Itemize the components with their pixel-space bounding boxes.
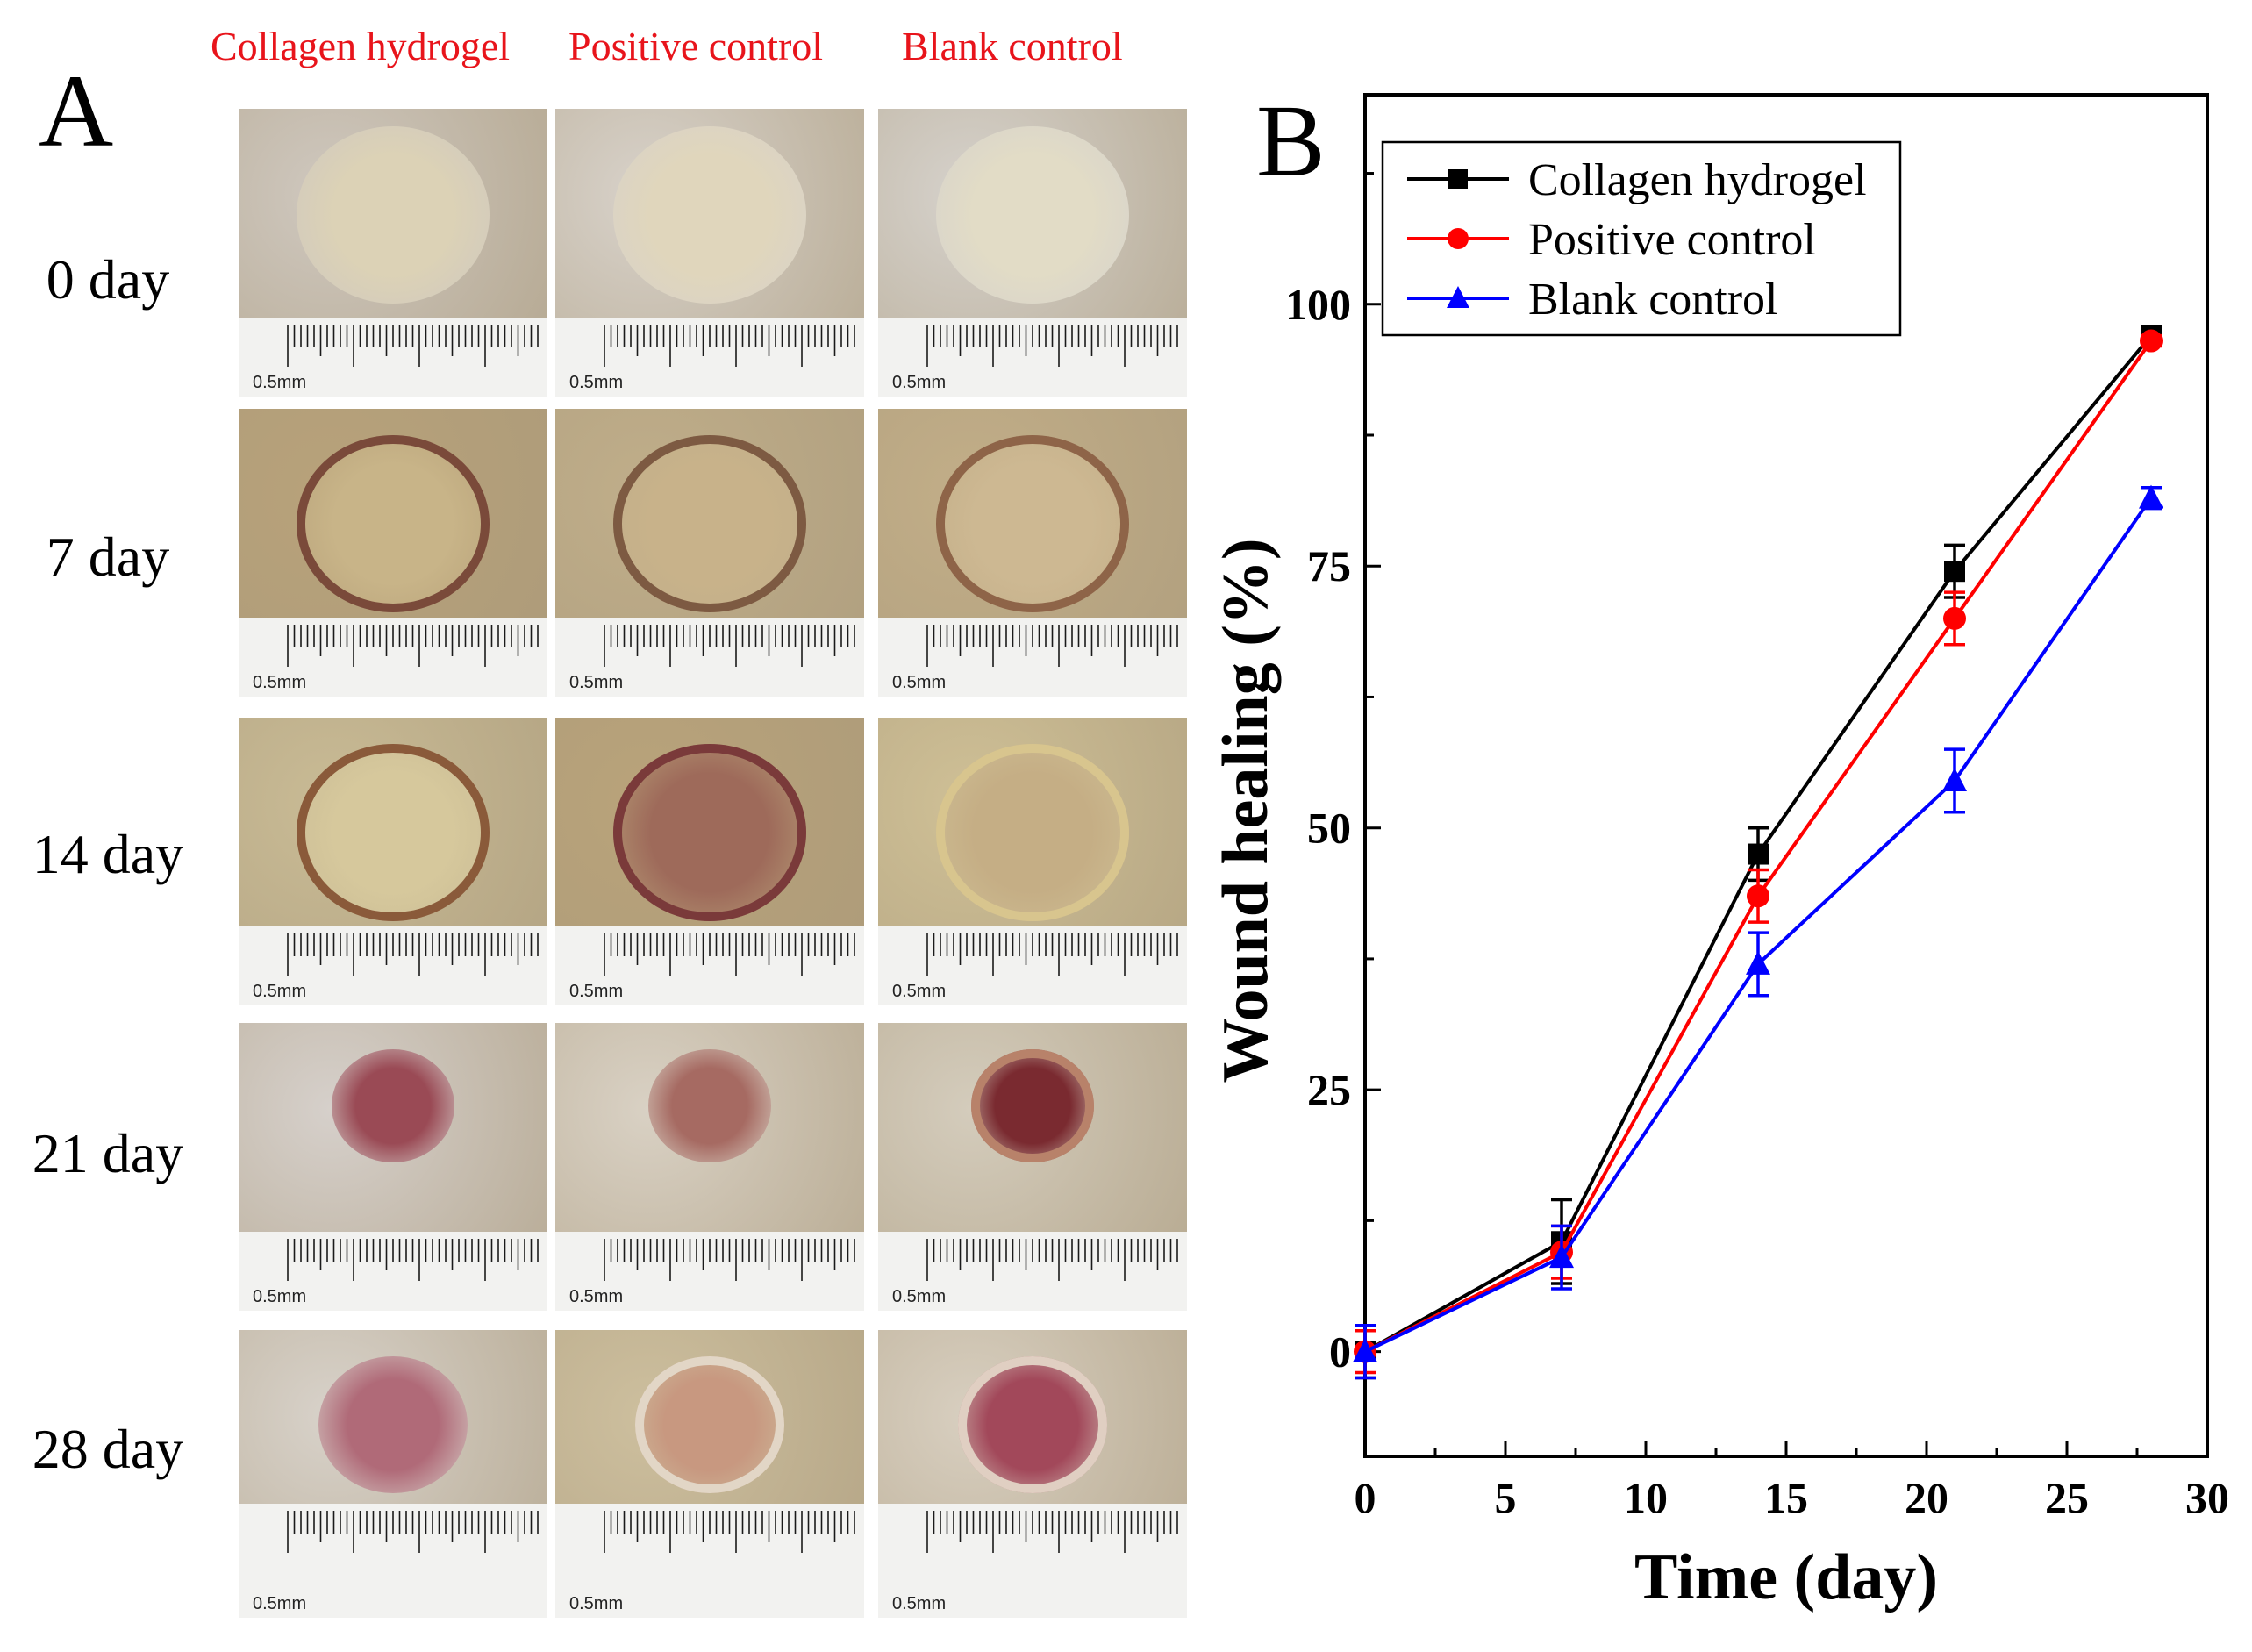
data-point (1748, 843, 1769, 865)
wound-photo: 0.5mm (878, 409, 1187, 697)
wound-photo: 0.5mm (239, 718, 547, 1005)
x-axis-label: Time (day) (1634, 1541, 1938, 1613)
wound-photo: 0.5mm (555, 718, 864, 1005)
wound-area (297, 744, 490, 922)
ruler-scale-label: 0.5mm (892, 673, 947, 692)
ruler-scale-label: 0.5mm (892, 373, 947, 392)
data-point (1353, 1338, 1377, 1362)
column-header-collagen-hydrogel: Collagen hydrogel (211, 24, 511, 68)
wound-photo: 0.5mm (555, 109, 864, 397)
x-tick-label: 25 (2045, 1473, 2089, 1522)
ruler-scale-label: 0.5mm (253, 1287, 307, 1306)
y-tick-label: 100 (1285, 280, 1351, 329)
panel-a-letter: A (39, 54, 114, 168)
legend-layer: Collagen hydrogel Positive control Blank c… (1381, 140, 1902, 337)
legend-item: Collagen hydrogel (1407, 155, 1867, 205)
legend-label: Collagen hydrogel (1528, 155, 1867, 205)
legend-marker (1448, 169, 1468, 189)
legend-item: Positive control (1407, 215, 1816, 265)
x-tick-label: 0 (1355, 1473, 1376, 1522)
wound-photo: 0.5mm (878, 109, 1187, 397)
wound-photo: 0.5mm (555, 1023, 864, 1311)
x-tick-label: 20 (1905, 1473, 1948, 1522)
data-point (1746, 950, 1770, 975)
ruler-scale-label: 0.5mm (253, 373, 307, 392)
y-tick-label: 75 (1307, 541, 1351, 590)
column-header-blank-control: Blank control (902, 24, 1123, 68)
wound-area (613, 126, 806, 304)
legend-label: Blank control (1528, 275, 1778, 325)
row-label-day-0: 0 day (46, 248, 170, 311)
ruler-scale-label: 0.5mm (253, 982, 307, 1001)
wound-photo: 0.5mm (239, 409, 547, 697)
row-label-day-21: 21 day (32, 1122, 184, 1184)
row-label-day-14: 14 day (32, 823, 184, 885)
panel-a-photo-grid: A Collagen hydrogel Positive control Bla… (32, 24, 1187, 1618)
series-line (1364, 497, 2153, 1354)
wound-area (936, 126, 1129, 304)
x-tick-label: 5 (1495, 1473, 1517, 1522)
wound-photo: 0.5mm (878, 1330, 1187, 1618)
wound-area (635, 1356, 784, 1494)
panel-b-chart: 0 5 10 15 20 25 30 0 25 50 75 100 Time (day) Wound he… (1211, 0, 2252, 1652)
ruler-scale-label: 0.5mm (569, 982, 624, 1001)
wound-area (971, 1049, 1094, 1162)
series-collagen-hydrogel (1355, 325, 2162, 1380)
y-axis-label: Wound healing (%) (1211, 539, 1282, 1083)
ruler-scale-label: 0.5mm (892, 1594, 947, 1613)
ruler-scale-label: 0.5mm (892, 982, 947, 1001)
wound-photo: 0.5mm (239, 1023, 547, 1311)
ruler-scale-label: 0.5mm (253, 1594, 307, 1613)
ruler-scale-label: 0.5mm (892, 1287, 947, 1306)
legend-marker (1448, 228, 1469, 249)
data-point (2139, 484, 2163, 509)
data-point (1747, 884, 1769, 908)
ruler-scale-label: 0.5mm (253, 673, 307, 692)
ruler-scale-label: 0.5mm (569, 1594, 624, 1613)
wound-area (613, 435, 806, 613)
wound-area (297, 435, 490, 613)
wound-area (318, 1356, 468, 1494)
row-label-day-7: 7 day (46, 526, 170, 588)
legend-label: Positive control (1528, 215, 1816, 265)
y-tick-label: 50 (1307, 804, 1351, 853)
legend-marker (1447, 286, 1469, 308)
x-tick-label: 15 (1764, 1473, 1808, 1522)
wound-photo: 0.5mm (239, 109, 547, 397)
row-label-day-28: 28 day (32, 1418, 184, 1480)
panel-b-letter: B (1256, 83, 1326, 198)
wound-photo: 0.5mm (239, 1330, 547, 1618)
ruler-scale-label: 0.5mm (569, 373, 624, 392)
ruler-scale-label: 0.5mm (569, 1287, 624, 1306)
wound-area (332, 1049, 454, 1162)
x-tick-label: 10 (1624, 1473, 1668, 1522)
wound-photo: 0.5mm (878, 718, 1187, 1005)
data-point (1549, 1244, 1574, 1269)
series-layer (1353, 325, 2163, 1380)
series-blank-control (1353, 484, 2163, 1380)
legend-item: Blank control (1407, 275, 1778, 325)
ruler-scale-label: 0.5mm (569, 673, 624, 692)
wound-photo: 0.5mm (555, 1330, 864, 1618)
axes-layer: 0 5 10 15 20 25 30 0 25 50 75 100 Time (day) Wound he… (1211, 93, 2229, 1613)
wound-area (936, 435, 1129, 613)
y-tick-label: 25 (1307, 1065, 1351, 1114)
data-point (1943, 606, 1966, 630)
wound-photo: 0.5mm (878, 1023, 1187, 1311)
data-point (1942, 767, 1967, 791)
wound-area (936, 744, 1129, 922)
data-point (1944, 561, 1965, 583)
wound-healing-chart: 0 5 10 15 20 25 30 0 25 50 75 100 Time (day) Wound he… (1211, 93, 2229, 1613)
x-tick-label: 30 (2185, 1473, 2229, 1522)
wound-area (613, 744, 806, 922)
data-point (2140, 329, 2163, 353)
wound-area (958, 1356, 1107, 1494)
column-header-positive-control: Positive control (568, 24, 824, 68)
wound-area (297, 126, 490, 304)
wound-area (648, 1049, 771, 1162)
wound-photo: 0.5mm (555, 409, 864, 697)
y-tick-label: 0 (1329, 1327, 1351, 1377)
